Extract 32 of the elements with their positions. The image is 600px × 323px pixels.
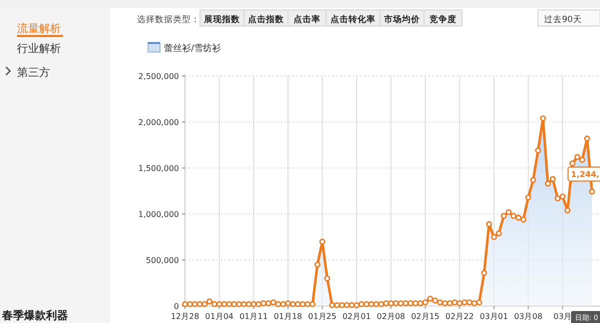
x-tick-label: 01月04: [205, 312, 234, 321]
y-tick-label: 1,500,000: [138, 164, 179, 173]
x-tick-label: 02月22: [445, 312, 474, 321]
text: 流量解析: [17, 22, 61, 35]
x-tick-label: 03月01: [480, 312, 508, 321]
text: 选择数据类型：: [137, 14, 200, 25]
text: 点击转化率: [330, 14, 376, 25]
text: 点击率: [294, 14, 320, 25]
text: 第三方: [17, 66, 50, 79]
text: 点击指数: [248, 14, 285, 25]
text: 过去90天: [544, 14, 582, 25]
y-tick-label: 0: [174, 302, 179, 311]
text: 春季爆款利器: [1, 309, 68, 322]
x-tick-label: 02月15: [411, 312, 440, 321]
annotation: 1,244,: [571, 170, 600, 179]
legend-label: 蕾丝衫/雪纺衫: [164, 43, 222, 54]
x-tick-label: 01月11: [239, 312, 268, 321]
y-tick-label: 2,500,000: [138, 72, 179, 81]
x-tick-label: 03月: [553, 312, 572, 321]
text: 竞争度: [428, 14, 456, 25]
x-tick-label: 03月08: [514, 312, 542, 321]
x-tick-label: 02月01: [342, 312, 371, 321]
x-tick-label: 01月18: [274, 312, 302, 321]
y-tick-label: 1,000,000: [138, 210, 179, 219]
y-tick-label: 500,000: [146, 256, 179, 265]
text: 市场均价: [383, 14, 421, 25]
x-tick-label: 02月08: [376, 312, 406, 321]
x-tick-label: 01月25: [308, 312, 336, 321]
x-tick-label: 12月28: [170, 312, 200, 321]
text: 行业解析: [17, 42, 61, 55]
y-tick-label: 2,000,000: [138, 118, 179, 127]
text: 展现指数: [203, 14, 241, 25]
